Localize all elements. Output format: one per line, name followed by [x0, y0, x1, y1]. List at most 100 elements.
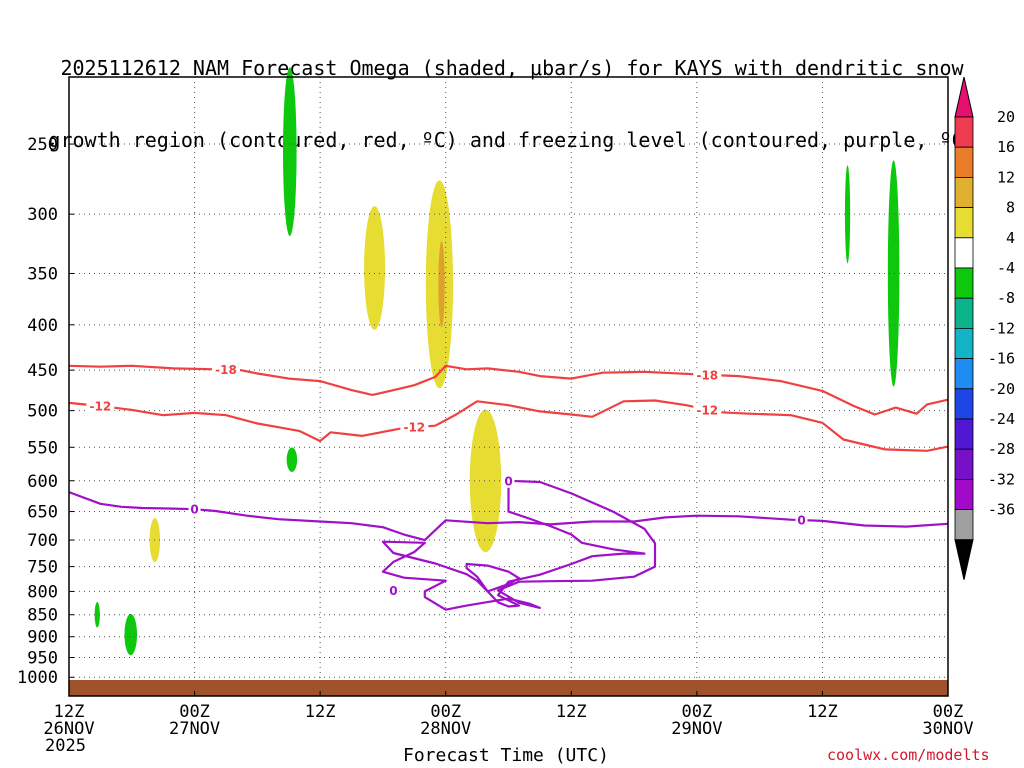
colorbar-label-11: -28 — [988, 440, 1015, 458]
x-tick-label-36-2: 28NOV — [420, 719, 471, 739]
freezing-level-label-1-bg — [795, 513, 808, 528]
freezing-level-closed-label-0-bg — [502, 473, 515, 488]
contour-minus12-label-2-bg — [693, 402, 722, 417]
contour-minus12-label-2: -12 — [696, 403, 718, 417]
omega-positive-blob-1 — [364, 206, 386, 330]
colorbar-label-1: 16 — [997, 138, 1015, 156]
x-tick-label-0-2: 26NOV — [43, 719, 94, 739]
freezing-level-contour — [68, 491, 949, 542]
y-tick-label-800: 800 — [27, 582, 58, 602]
colorbar-segment-7 — [954, 327, 974, 359]
x-axis-label: Forecast Time (UTC) — [403, 745, 609, 766]
x-tick-label-84-2: 30NOV — [922, 719, 973, 739]
colorbar-segment-5 — [954, 267, 974, 299]
y-tick-label-900: 900 — [27, 628, 58, 648]
contour-minus18-label-0-bg — [211, 362, 240, 377]
omega-negative-blob-0 — [94, 602, 100, 628]
contour-minus12-label-1: -12 — [403, 421, 425, 435]
x-tick-label-0-3: 2025 — [45, 736, 86, 756]
x-tick-label-36-1: 00Z — [430, 702, 461, 722]
colorbar-label-10: -24 — [988, 410, 1015, 428]
colorbar-label-2: 12 — [997, 168, 1015, 186]
omega-shading — [94, 67, 900, 656]
y-tick-label-300: 300 — [27, 205, 58, 225]
y-tick-label-850: 850 — [27, 606, 58, 626]
freezing-level-closed-contour — [381, 479, 657, 611]
y-tick-label-400: 400 — [27, 316, 58, 336]
colorbar-segment-13 — [954, 509, 974, 541]
contour-minus18 — [68, 364, 949, 416]
omega-strong-positive-blob-0 — [438, 241, 445, 328]
credit-link[interactable]: coolwx.com/modelts — [827, 746, 990, 764]
colorbar-bottom-arrow — [954, 539, 974, 580]
x-tick-label-84-1: 00Z — [933, 702, 964, 722]
omega-negative-blob-5 — [887, 160, 900, 387]
ground-surface — [69, 680, 948, 696]
y-tick-label-750: 750 — [27, 558, 58, 578]
contour-minus12-label-0-bg — [86, 399, 115, 414]
contour-minus12 — [68, 399, 949, 452]
y-tick-label-600: 600 — [27, 472, 58, 492]
colorbar-label-9: -20 — [988, 380, 1015, 398]
colorbar-segment-6 — [954, 297, 974, 329]
x-tick-label-72-1: 12Z — [807, 702, 838, 722]
colorbar-label-13: -36 — [988, 501, 1015, 519]
colorbar-segment-0 — [954, 116, 974, 148]
colorbar-segment-4 — [954, 237, 974, 269]
colorbar-segment-10 — [954, 418, 974, 450]
freezing-level-label-0: 0 — [190, 503, 198, 517]
colorbar-segment-11 — [954, 448, 974, 480]
y-tick-label-950: 950 — [27, 649, 58, 669]
omega-negative-blob-3 — [286, 447, 298, 472]
freezing-level-closed-label-1: 0 — [389, 584, 397, 598]
y-tick-label-250: 250 — [27, 135, 58, 155]
colorbar-label-6: -8 — [997, 289, 1015, 307]
title-line-1: 2025112612 NAM Forecast Omega (shaded, μ… — [60, 56, 964, 80]
contour-minus12-label-0: -12 — [90, 400, 112, 414]
x-tick-label-48-1: 12Z — [556, 702, 587, 722]
colorbar-label-7: -12 — [988, 319, 1015, 337]
freezing-level-label-0-bg — [188, 502, 201, 517]
grid-lines — [68, 77, 949, 696]
y-tick-label-350: 350 — [27, 264, 58, 284]
x-tick-label-12-1: 00Z — [179, 702, 210, 722]
x-tick-label-60-2: 29NOV — [671, 719, 722, 739]
colorbar-top-arrow — [954, 76, 974, 118]
colorbar-segment-8 — [954, 358, 974, 390]
colorbar-segment-12 — [954, 478, 974, 510]
y-tick-label-1000: 1000 — [17, 668, 58, 688]
colorbar-label-8: -16 — [988, 350, 1015, 368]
y-tick-label-500: 500 — [27, 402, 58, 422]
colorbar-segment-1 — [954, 146, 974, 178]
contour-minus12-label-1-bg — [400, 420, 429, 435]
y-tick-label-450: 450 — [27, 361, 58, 381]
x-tick-label-12-2: 27NOV — [169, 719, 220, 739]
omega-positive-blob-3 — [469, 409, 502, 553]
colorbar: 20 16 12 8 4 -4 -8 -12 -16 -20 -24 -28 -32 -36 — [954, 76, 1015, 580]
omega-negative-blob-4 — [844, 165, 851, 264]
freezing-level-label-1: 0 — [797, 514, 805, 528]
colorbar-label-3: 8 — [1006, 199, 1015, 217]
x-tick-label-0-1: 12Z — [54, 702, 85, 722]
y-axis-ticks: 2503003504004505005506006507007508008509… — [17, 135, 74, 688]
y-tick-label-700: 700 — [27, 531, 58, 551]
freezing-level-closed-label-1-bg — [387, 583, 400, 598]
colorbar-label-0: 20 — [997, 108, 1015, 126]
colorbar-segment-9 — [954, 388, 974, 420]
y-tick-label-550: 550 — [27, 438, 58, 458]
y-tick-label-650: 650 — [27, 503, 58, 523]
freezing-level-closed-label-0: 0 — [504, 474, 512, 488]
colorbar-label-5: -4 — [997, 259, 1015, 277]
colorbar-segment-2 — [954, 176, 974, 208]
omega-negative-blob-2 — [282, 67, 297, 236]
omega-negative-blob-1 — [124, 613, 138, 656]
x-tick-label-24-1: 12Z — [305, 702, 336, 722]
colorbar-label-4: 4 — [1006, 229, 1015, 247]
colorbar-label-12: -32 — [988, 470, 1015, 488]
contour-minus18-label-1-bg — [693, 367, 722, 382]
contours: -18 -18 -12 -12 -12 0 0 0 0 — [68, 362, 949, 611]
colorbar-segment-3 — [954, 207, 974, 239]
contour-minus18-label-0: -18 — [215, 363, 237, 377]
